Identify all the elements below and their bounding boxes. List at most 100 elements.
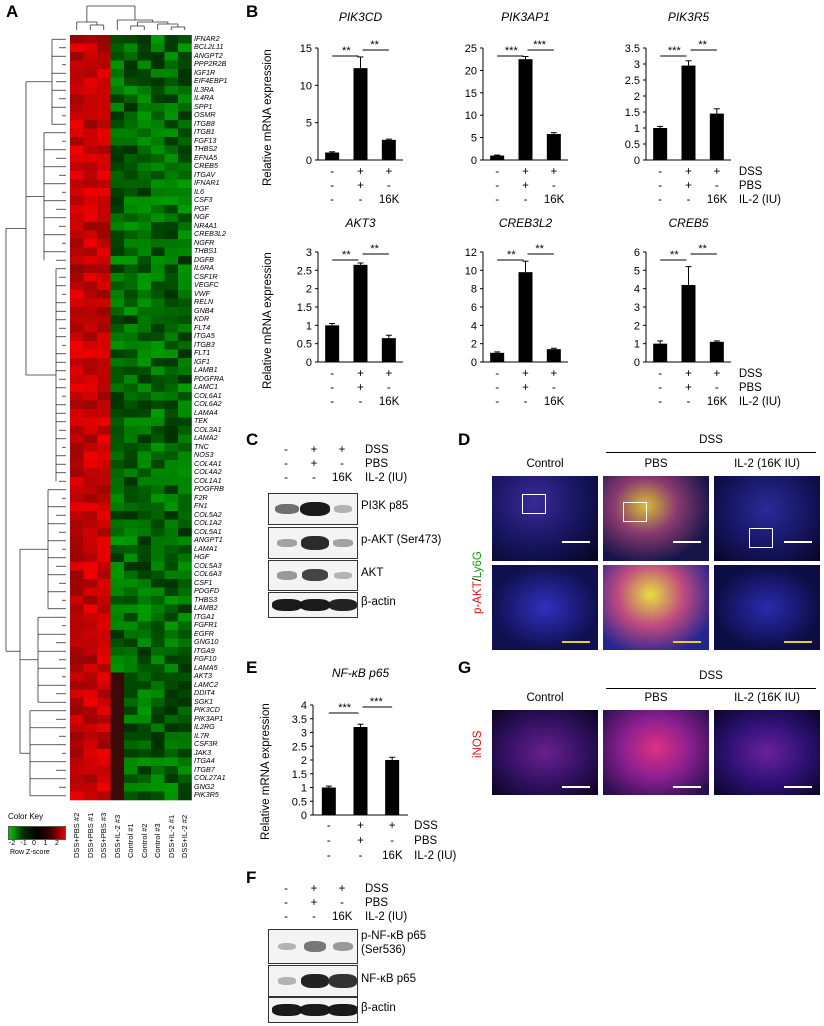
- heatmap-cell: [124, 681, 138, 690]
- heatmap-cell: [137, 324, 152, 333]
- heatmap-cell: [151, 239, 165, 248]
- y-tick-label: 0.5: [297, 339, 312, 351]
- heatmap-cell: [178, 468, 192, 478]
- heatmap-cell: [164, 672, 179, 682]
- heatmap-cell: [97, 315, 111, 325]
- heatmap-cell: [151, 77, 165, 87]
- condition-symbol: +: [522, 166, 529, 178]
- heatmap-cell: [97, 613, 111, 622]
- gene-label: ANGPT1: [194, 535, 223, 544]
- heatmap-cell: [83, 179, 98, 189]
- heatmap-cell: [164, 298, 179, 308]
- gene-label: FGFR1: [194, 620, 218, 629]
- heatmap-cell: [137, 315, 152, 325]
- heatmap-cell: [151, 35, 165, 44]
- heatmap-cell: [137, 723, 152, 733]
- heatmap-cell: [83, 281, 98, 291]
- heatmap-cell: [110, 562, 125, 571]
- heatmap-cell: [83, 52, 98, 61]
- condition-symbol: -: [330, 194, 335, 206]
- heatmap-cell: [124, 417, 138, 427]
- heatmap-cell: [151, 120, 165, 129]
- condition-symbol: -: [358, 850, 363, 862]
- y-axis-label: Relative mRNA expression: [260, 703, 272, 840]
- heatmap-cell: [137, 273, 152, 282]
- heatmap-cell: [124, 103, 138, 112]
- heatmap-cell: [178, 298, 192, 308]
- heatmap-cell: [151, 791, 165, 801]
- heatmap-cell: [83, 273, 98, 282]
- heatmap-cell: [83, 672, 98, 682]
- heatmap-cell: [83, 570, 98, 580]
- heatmap-cell: [97, 179, 111, 189]
- gene-label: VWF: [194, 288, 210, 298]
- gene-label: FN1: [194, 501, 208, 510]
- heatmap-cell: [97, 52, 111, 61]
- gene-label: COL6A3: [194, 569, 222, 578]
- heatmap-cell: [97, 655, 111, 665]
- gene-label: SPP1: [194, 101, 213, 111]
- condition-symbol: -: [326, 835, 331, 847]
- panel-letter-c: C: [246, 430, 259, 449]
- condition-row-label: IL-2 (IU): [414, 850, 457, 862]
- condition-row-label: DSS: [738, 166, 763, 178]
- heatmap-cell: [137, 511, 152, 520]
- condition-symbol: +: [713, 166, 721, 178]
- heatmap-cell: [97, 128, 111, 138]
- heatmap-cell: [110, 213, 125, 223]
- heatmap-cell: [164, 468, 179, 478]
- heatmap-cell: [178, 86, 192, 95]
- heatmap-cell: [97, 519, 111, 529]
- condition-row-label: DSS: [365, 444, 389, 456]
- heatmap-cell: [137, 409, 152, 418]
- bar: [385, 760, 400, 815]
- heatmap-cell: [151, 630, 165, 639]
- heatmap-cell: [70, 723, 84, 733]
- heatmap-cell: [83, 264, 98, 274]
- blot-band: [303, 941, 327, 952]
- y-tick-label: 3: [301, 728, 307, 740]
- heatmap-cell: [178, 511, 192, 520]
- panel-d-col-il2: IL-2 (16K IU): [734, 458, 800, 470]
- heatmap-cell: [110, 732, 125, 741]
- heatmap-cell: [137, 630, 152, 639]
- condition-symbol: -: [495, 368, 500, 380]
- heatmap-cell: [164, 613, 179, 622]
- heatmap-cell: [124, 485, 138, 495]
- sig-label: **: [342, 249, 351, 261]
- y-tick-label: 15: [300, 43, 312, 55]
- y-tick-label: 2: [301, 755, 307, 767]
- condition-symbol: -: [358, 396, 363, 408]
- heatmap-cell: [97, 638, 111, 648]
- heatmap-cell: [137, 502, 152, 512]
- gene-label: TNC: [194, 441, 209, 451]
- heatmap-cell: [70, 358, 84, 367]
- heatmap-cell: [83, 205, 98, 214]
- heatmap-cell: [124, 239, 138, 248]
- heatmap-cell: [178, 366, 192, 376]
- heatmap-cell: [164, 545, 179, 554]
- y-tick-label: 1.5: [297, 302, 312, 314]
- bar: [381, 139, 396, 160]
- gene-label: THBS2: [194, 144, 218, 153]
- heatmap-cell: [164, 681, 179, 690]
- heatmap-cell: [110, 706, 125, 716]
- heatmap-cell: [97, 332, 111, 342]
- heatmap-cell: [124, 689, 138, 699]
- y-tick-label: 0.5: [625, 139, 640, 151]
- heatmap-cell: [97, 69, 111, 78]
- heatmap-cell: [83, 103, 98, 112]
- heatmap-cell: [137, 128, 152, 138]
- blot-band: [277, 539, 297, 547]
- heatmap-cell: [151, 587, 165, 597]
- heatmap-cell: [83, 60, 98, 70]
- y-tick-label: 2: [634, 320, 640, 332]
- heatmap-cell: [151, 468, 165, 478]
- condition-symbol: +: [550, 368, 558, 380]
- heatmap-cell: [97, 562, 111, 571]
- image-d-control-low: [492, 476, 598, 561]
- heatmap-cell: [110, 536, 125, 546]
- stain-separator: /: [472, 578, 484, 582]
- heatmap-cell: [124, 179, 138, 189]
- heatmap-cell: [83, 494, 98, 503]
